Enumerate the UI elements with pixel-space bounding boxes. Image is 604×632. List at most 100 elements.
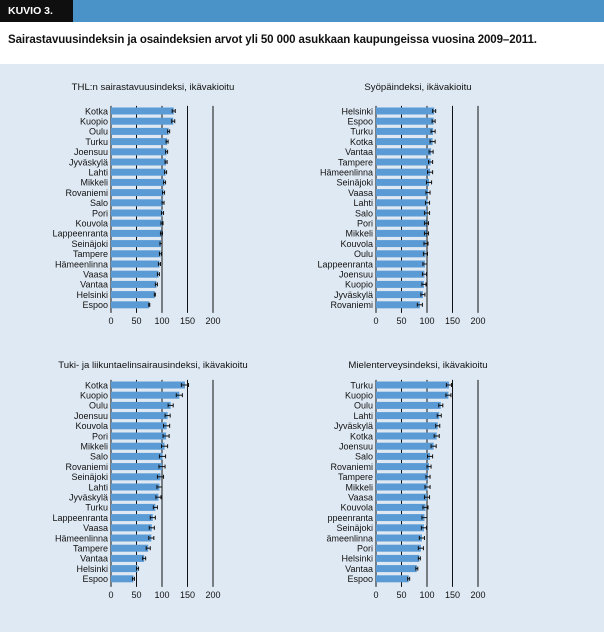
x-tick-label: 150 xyxy=(180,590,195,600)
bar xyxy=(376,178,430,186)
bar xyxy=(111,270,159,278)
bar xyxy=(111,565,138,573)
chart-title: Syöpäindeksi, ikävakioitu xyxy=(364,82,471,93)
bar xyxy=(111,575,134,583)
category-label: Seinäjoki xyxy=(71,472,108,482)
category-label: Kotka xyxy=(350,431,373,441)
category-label: Joensuu xyxy=(74,147,108,157)
bar xyxy=(376,107,435,115)
bar xyxy=(111,219,162,227)
category-label: Espoo xyxy=(82,300,108,310)
category-label: Kotka xyxy=(85,106,108,116)
bar xyxy=(376,401,441,409)
x-tick-label: 50 xyxy=(131,590,141,600)
category-label: Kuopio xyxy=(80,117,108,127)
bar xyxy=(376,493,427,501)
chart-panel-background xyxy=(0,64,604,632)
bar xyxy=(111,391,180,399)
x-tick-label: 150 xyxy=(445,316,460,326)
category-label: Pori xyxy=(92,431,108,441)
x-tick-label: 150 xyxy=(180,316,195,326)
category-label: Jyväskylä xyxy=(69,157,108,167)
category-label: Oulu xyxy=(89,401,108,411)
charts-canvas: THL:n sairastavuusindeksi, ikävakioitu Ko… xyxy=(52,82,487,600)
category-label: Turku xyxy=(85,137,108,147)
category-label: Vaasa xyxy=(348,188,373,198)
x-tick-label: 200 xyxy=(205,316,220,326)
category-label: Kouvola xyxy=(75,219,108,229)
x-tick-label: 200 xyxy=(205,590,220,600)
bar xyxy=(111,442,165,450)
category-label: Rovaniemi xyxy=(65,188,108,198)
x-tick-label: 0 xyxy=(108,590,113,600)
bar xyxy=(111,250,161,258)
category-label: Salo xyxy=(355,452,373,462)
category-label: Vantaa xyxy=(345,147,373,157)
bar xyxy=(376,483,428,491)
bar xyxy=(111,178,165,186)
category-label: Kouvola xyxy=(75,421,108,431)
x-tick-label: 200 xyxy=(470,590,485,600)
category-label: Mikkeli xyxy=(80,178,108,188)
bar xyxy=(376,229,427,237)
category-label: Mikkeli xyxy=(345,229,373,239)
bar xyxy=(376,260,425,268)
category-label: Lahti xyxy=(353,198,373,208)
category-label: Jyväskylä xyxy=(334,421,373,431)
category-label: Turku xyxy=(350,127,373,137)
bar xyxy=(376,452,431,460)
category-label: Kotka xyxy=(85,380,108,390)
category-label: Helsinki xyxy=(341,554,373,564)
bar xyxy=(111,229,162,237)
bar xyxy=(111,473,161,481)
bar xyxy=(111,463,162,471)
category-label: Kuopio xyxy=(345,280,373,290)
bar xyxy=(111,148,167,156)
bar xyxy=(111,107,174,115)
category-label: Vantaa xyxy=(80,554,108,564)
x-tick-label: 50 xyxy=(131,316,141,326)
category-label: Oulu xyxy=(89,127,108,137)
x-tick-label: 100 xyxy=(154,316,169,326)
category-label: Turku xyxy=(85,503,108,513)
bar xyxy=(376,158,431,166)
bar xyxy=(111,117,174,125)
bar xyxy=(376,503,426,511)
bar xyxy=(111,554,145,562)
x-tick-label: 100 xyxy=(419,590,434,600)
category-label: Espoo xyxy=(82,574,108,584)
category-label: Helsinki xyxy=(76,290,108,300)
bar xyxy=(111,483,160,491)
bar xyxy=(111,168,166,176)
category-label: Salo xyxy=(355,208,373,218)
category-label: Vaasa xyxy=(83,523,108,533)
category-label: Kuopio xyxy=(345,391,373,401)
bar xyxy=(376,463,430,471)
category-label: Jyväskylä xyxy=(69,493,108,503)
figure-title: Sairastavuusindeksin ja osaindeksien arv… xyxy=(8,34,537,46)
bar xyxy=(376,534,422,542)
chart-title: THL:n sairastavuusindeksi, ikävakioitu xyxy=(72,82,235,93)
bar xyxy=(111,158,167,166)
category-label: Lappeenranta xyxy=(317,259,373,269)
category-label: Seinäjoki xyxy=(336,178,373,188)
category-label: Rovaniemi xyxy=(330,300,373,310)
bar xyxy=(111,514,153,522)
x-tick-label: 200 xyxy=(470,316,485,326)
header-bar xyxy=(0,0,604,22)
category-label: Pori xyxy=(92,208,108,218)
category-label: Rovaniemi xyxy=(330,462,373,472)
bar xyxy=(376,148,432,156)
bar xyxy=(376,189,429,197)
category-label: Kotka xyxy=(350,137,373,147)
bar xyxy=(376,280,424,288)
category-label: Lappeenranta xyxy=(52,229,108,239)
bar xyxy=(376,432,437,440)
bar xyxy=(111,544,149,552)
bar xyxy=(111,209,163,217)
category-label: Vantaa xyxy=(345,564,373,574)
category-label: Vaasa xyxy=(348,493,373,503)
chart-1: THL:n sairastavuusindeksi, ikävakioitu Ko… xyxy=(52,82,234,326)
category-label: Helsinki xyxy=(341,106,373,116)
